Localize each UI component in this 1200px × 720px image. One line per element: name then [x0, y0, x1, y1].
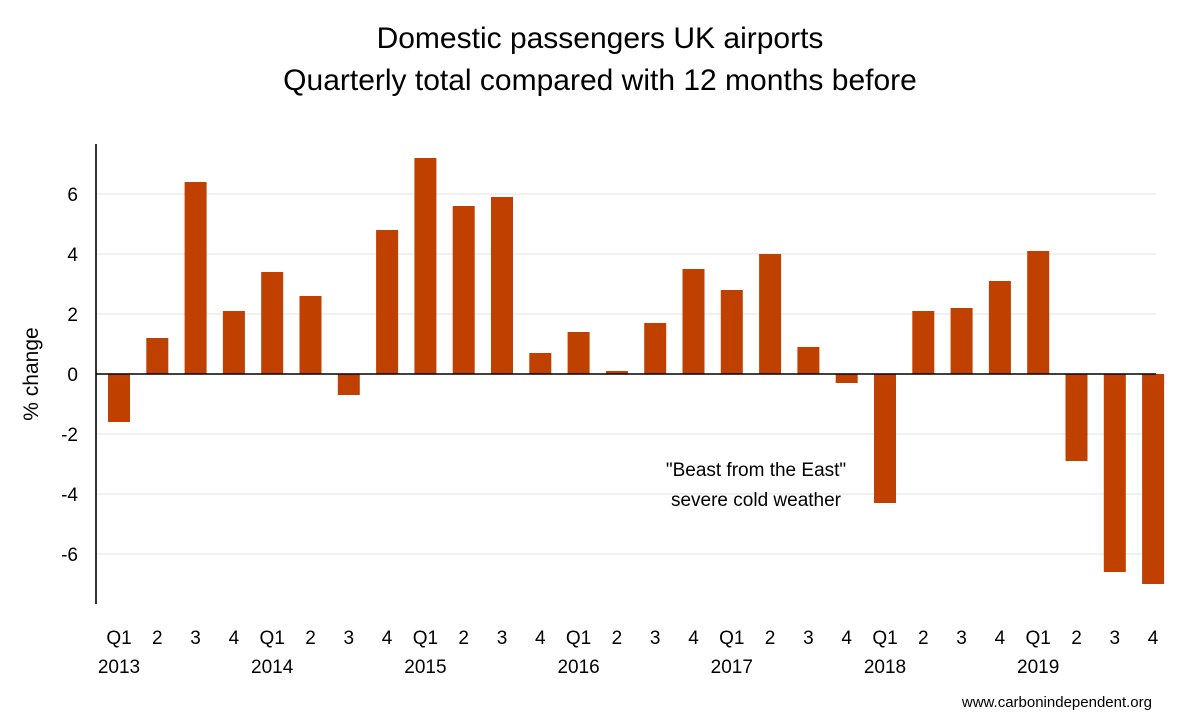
x-tick-label: 4 [688, 628, 699, 649]
bar [644, 323, 667, 374]
bar [1065, 374, 1088, 461]
x-year-label: 2018 [864, 657, 906, 678]
x-tick-label: Q1 [413, 628, 438, 649]
x-year-label: 2019 [1017, 657, 1059, 678]
x-tick-label: 2 [458, 628, 469, 649]
source-credit: www.carbonindependent.org [961, 694, 1152, 711]
x-tick-label: 4 [229, 628, 240, 649]
annotation-line-2: severe cold weather [671, 490, 842, 511]
x-tick-label: 2 [612, 628, 623, 649]
bar [491, 197, 513, 374]
bar [605, 371, 628, 374]
x-tick-label: 2 [918, 628, 929, 649]
y-tick-label: -4 [61, 485, 78, 506]
bar [759, 254, 782, 374]
axes [95, 144, 1156, 604]
annotation-line-1: "Beast from the East" [666, 460, 846, 481]
x-year-label: 2014 [251, 657, 294, 678]
x-tick-label: 2 [765, 628, 776, 649]
x-tick-label: Q1 [1026, 628, 1051, 649]
bar [1027, 251, 1050, 374]
x-tick-label: Q1 [106, 628, 131, 649]
x-tick-label: 3 [1110, 628, 1121, 649]
y-tick-label: 2 [67, 305, 78, 326]
bar [299, 296, 322, 374]
bar [720, 290, 743, 374]
bar [414, 158, 437, 374]
bar [682, 269, 705, 374]
bar [567, 332, 590, 374]
bar [912, 311, 935, 374]
x-tick-label: Q1 [566, 628, 591, 649]
x-tick-label: 3 [190, 628, 201, 649]
x-tick-label: 2 [1071, 628, 1082, 649]
x-tick-label: 4 [1148, 628, 1159, 649]
bar [337, 374, 360, 395]
y-tick-label: -6 [61, 545, 78, 566]
y-tick-labels: -6 -4 -2 0 2 4 6 [61, 185, 78, 566]
gridlines [96, 193, 1156, 555]
x-tick-label: Q1 [719, 628, 744, 649]
x-year-label: 2015 [404, 657, 446, 678]
x-tick-label: 3 [344, 628, 355, 649]
bar [797, 347, 820, 374]
y-axis-title: % change [20, 327, 43, 420]
bar [376, 230, 399, 374]
bar [874, 374, 896, 503]
chart-title-line-1: Domestic passengers UK airports [376, 22, 824, 55]
x-tick-label: 3 [956, 628, 967, 649]
bar [146, 338, 169, 374]
x-tick-label: 4 [995, 628, 1006, 649]
y-tick-label: -2 [61, 425, 78, 446]
bar [529, 353, 552, 374]
y-tick-label: 6 [67, 185, 78, 206]
x-tick-label: 3 [497, 628, 508, 649]
x-year-label: 2013 [98, 657, 140, 678]
x-tick-label: 3 [803, 628, 814, 649]
x-tick-label: 4 [535, 628, 546, 649]
x-year-label: 2017 [711, 657, 753, 678]
x-tick-label: 2 [152, 628, 163, 649]
bar [950, 308, 973, 374]
bar [108, 374, 130, 422]
y-tick-label: 4 [67, 245, 78, 266]
bar [261, 272, 284, 374]
x-year-label: 2016 [557, 657, 599, 678]
bar [835, 374, 858, 383]
chart-title-line-2: Quarterly total compared with 12 months … [283, 64, 917, 97]
x-tick-labels: Q1 2 3 4 Q1 2 3 4 Q1 2 3 4 Q1 2 3 4 Q1 2 3 4 Q1 2 3 4 Q1 2 3 4 2013 2… [98, 628, 1159, 678]
x-tick-label: 4 [841, 628, 852, 649]
bar [452, 206, 475, 374]
x-tick-label: Q1 [260, 628, 285, 649]
y-tick-label: 0 [67, 365, 78, 386]
bar [222, 311, 245, 374]
bars [108, 158, 1165, 584]
chart-title: Domestic passengers UK airports Quarterl… [0, 18, 1200, 102]
x-tick-label: Q1 [872, 628, 897, 649]
bar [184, 182, 207, 374]
bar [1103, 374, 1126, 572]
bar [1142, 374, 1165, 584]
x-tick-label: 3 [650, 628, 661, 649]
bar [988, 281, 1011, 374]
x-tick-label: 4 [382, 628, 393, 649]
x-tick-label: 2 [305, 628, 316, 649]
